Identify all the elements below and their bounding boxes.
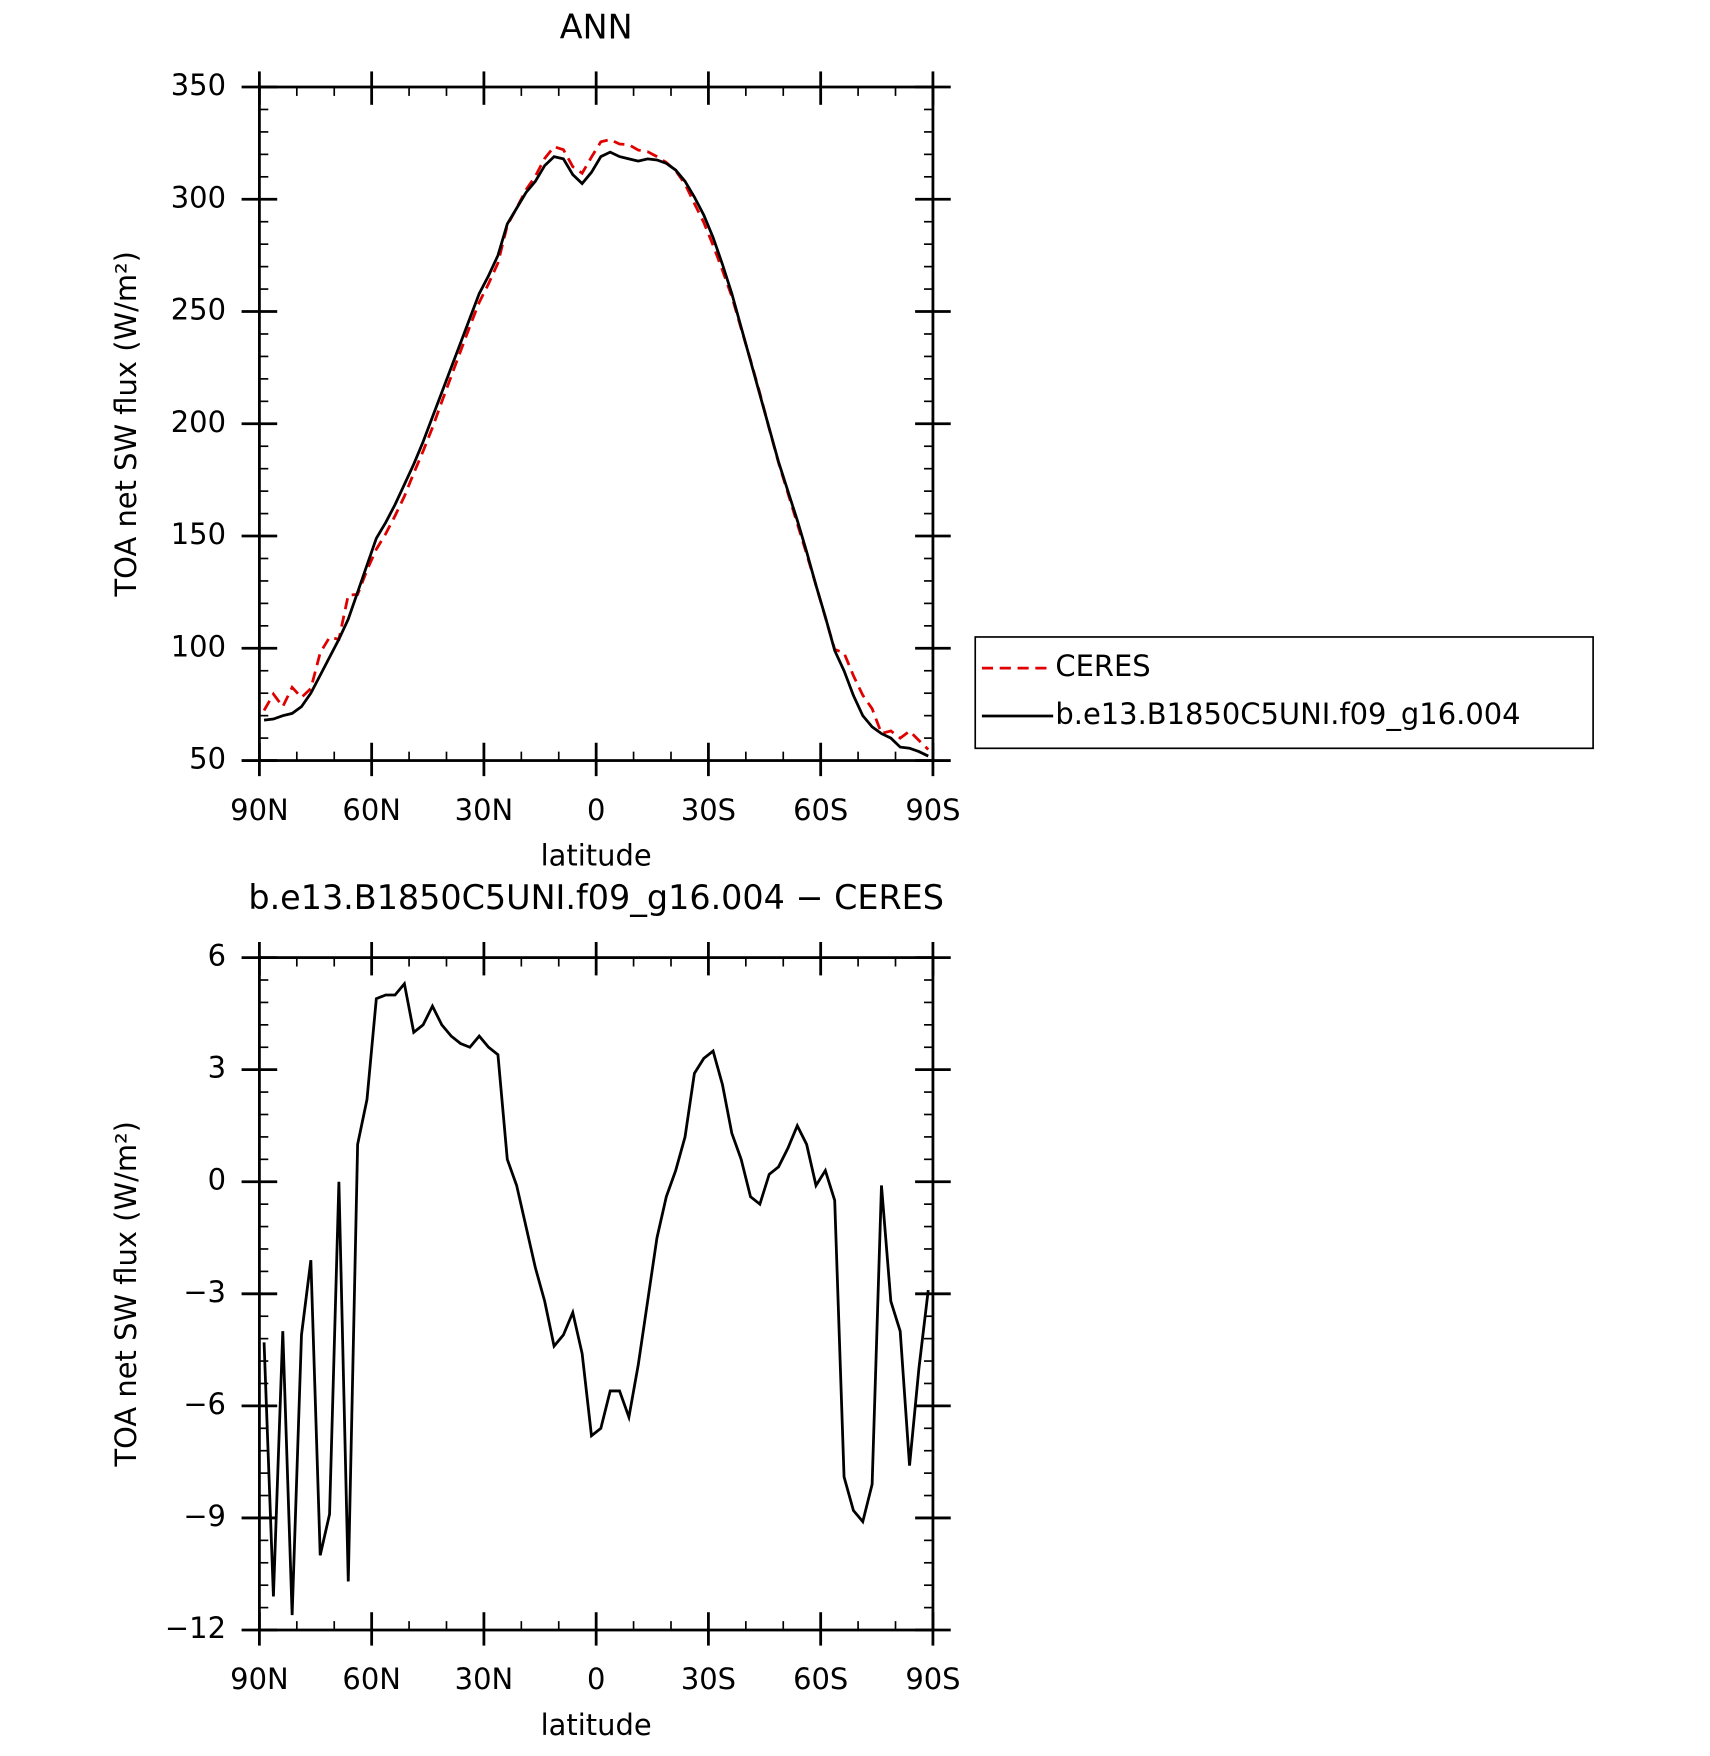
x-tick-label: 30N [455,1662,513,1696]
legend-label: CERES [1055,649,1150,683]
y-tick-label: −6 [183,1387,226,1421]
y-tick-label: 50 [189,742,226,776]
legend-box [974,636,1594,750]
x-tick-label: 0 [587,1662,605,1696]
y-tick-label: 150 [171,517,226,551]
y-axis-label: TOA net SW flux (W/m²) [109,1121,143,1467]
plot-frame [258,956,935,1632]
data-line [262,138,930,751]
x-tick-label: 60S [793,1662,848,1696]
y-tick-label: −12 [165,1611,226,1645]
y-axis-label: TOA net SW flux (W/m²) [109,251,143,597]
y-tick-label: −3 [183,1275,226,1309]
chart-title: b.e13.B1850C5UNI.f09_g16.004 − CERES [248,878,944,917]
plot-frame [258,85,935,762]
x-tick-label: 60N [342,1662,400,1696]
data-line [263,150,929,758]
x-tick-label: 30S [681,1662,736,1696]
x-tick-label: 60N [342,793,400,827]
y-tick-label: 6 [208,939,226,973]
y-tick-label: 250 [171,293,226,327]
y-tick-label: 350 [171,68,226,102]
y-tick-label: 300 [171,180,226,214]
x-tick-label: 90S [905,793,960,827]
chart-title: ANN [560,8,633,47]
y-tick-label: 0 [208,1163,226,1197]
x-tick-label: 90N [230,793,288,827]
y-tick-label: 100 [171,629,226,663]
y-tick-label: −9 [183,1499,226,1533]
x-axis-label: latitude [541,838,652,872]
x-tick-label: 30S [681,793,736,827]
x-tick-label: 90S [905,1662,960,1696]
x-tick-label: 0 [587,793,605,827]
x-tick-label: 60S [793,793,848,827]
x-tick-label: 90N [230,1662,288,1696]
y-tick-label: 3 [208,1051,226,1085]
x-axis-label: latitude [541,1708,652,1742]
data-line [262,980,930,1616]
x-tick-label: 30N [455,793,513,827]
legend-label: b.e13.B1850C5UNI.f09_g16.004 [1055,697,1520,731]
y-tick-label: 200 [171,405,226,439]
